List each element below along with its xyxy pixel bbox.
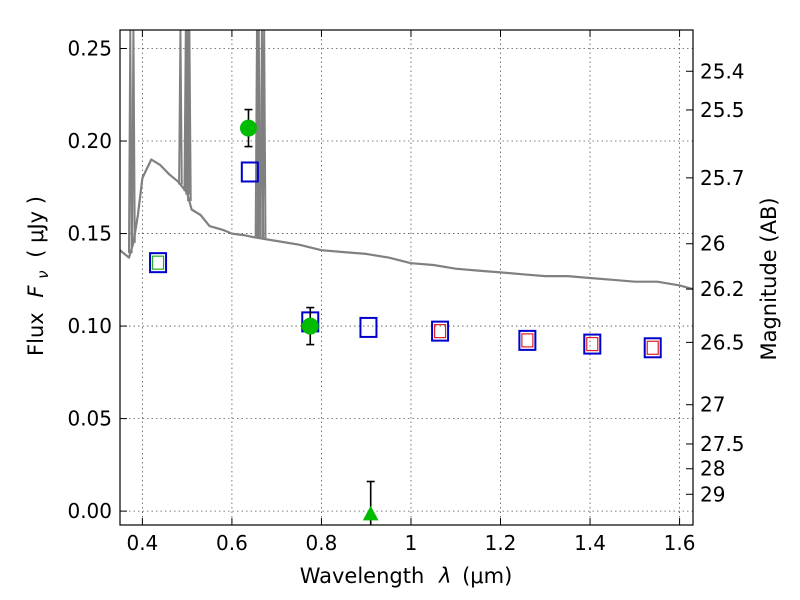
emission-line <box>178 30 183 185</box>
filter-mark <box>151 255 165 270</box>
x-tick-label: 0.4 <box>126 531 158 555</box>
y-tick-label: 0.15 <box>67 222 112 246</box>
observed-upper-limit <box>362 505 379 521</box>
grid-layer <box>120 30 693 525</box>
x-axis-label: Wavelength λ (μm) <box>300 564 513 588</box>
ticks-layer: 0.4 0.6 0.8 1 1.2 1.4 1.6 0.00 0.05 0.10 0.15 0.20 0… <box>67 30 745 555</box>
mag-tick-label: 26.2 <box>700 277 745 301</box>
x-tick-label: 1.2 <box>485 531 517 555</box>
model-photometry-box <box>149 252 168 274</box>
mag-tick-label: 25.4 <box>700 59 745 83</box>
filter-mark <box>433 324 447 339</box>
emission-line <box>131 30 136 243</box>
model-photometry-box <box>643 337 662 359</box>
y2-axis-label: Magnitude (AB) <box>757 197 781 360</box>
model-photometry-box <box>431 320 450 342</box>
y-tick-label: 0.00 <box>67 499 112 523</box>
y-tick-label: 0.05 <box>67 407 112 431</box>
x-tick-label: 1 <box>405 531 418 555</box>
mag-tick-label: 26.5 <box>700 330 745 354</box>
emission-line <box>187 30 192 202</box>
mag-tick-label: 29 <box>700 482 725 506</box>
model-photometry-box <box>240 161 259 183</box>
model-spectrum-line <box>120 158 693 291</box>
observed-point <box>301 317 319 335</box>
emission-line <box>261 30 267 239</box>
emission-line <box>127 30 133 254</box>
y-tick-label: 0.10 <box>67 314 112 338</box>
y-axis-label: Flux F ν ( μJy ) <box>24 196 53 356</box>
mag-tick-label: 25.7 <box>700 166 745 190</box>
x-tick-label: 1.6 <box>664 531 696 555</box>
mag-tick-label: 25.5 <box>700 98 745 122</box>
observed-point <box>239 119 257 137</box>
filter-mark <box>521 333 534 348</box>
mag-tick-label: 27.5 <box>700 432 745 456</box>
model-photometry-box <box>359 316 378 338</box>
plot-frame <box>119 29 694 526</box>
series-layer <box>120 30 693 525</box>
mag-tick-label: 26 <box>700 232 725 256</box>
model-photometry-box <box>583 333 602 355</box>
filter-mark <box>646 340 659 355</box>
mag-tick-label: 28 <box>700 457 725 481</box>
x-tick-label: 0.6 <box>216 531 248 555</box>
filter-mark <box>586 336 599 352</box>
x-tick-label: 1.4 <box>574 531 606 555</box>
y-tick-label: 0.20 <box>67 129 112 153</box>
y-tick-label: 0.25 <box>67 37 112 61</box>
model-photometry-box <box>518 329 537 351</box>
mag-tick-label: 27 <box>700 393 725 417</box>
x-tick-label: 0.8 <box>306 531 338 555</box>
